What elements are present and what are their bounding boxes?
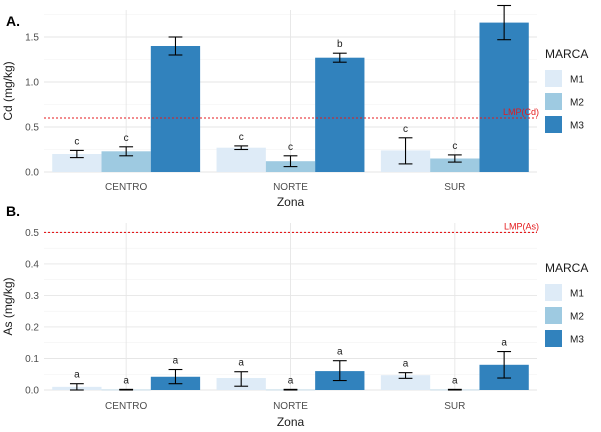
y-tick-label: 0.5 xyxy=(25,123,39,134)
bar-m1 xyxy=(380,375,431,390)
significance-letter: a xyxy=(452,375,458,386)
reference-line-label: LMP(Cd) xyxy=(503,107,539,117)
bar-m1 xyxy=(216,147,266,172)
legend-label: M3 xyxy=(570,335,584,346)
legend-label: M1 xyxy=(570,75,584,86)
legend-label: M2 xyxy=(570,98,584,109)
significance-letter: c xyxy=(288,142,293,153)
x-tick-label: SUR xyxy=(444,401,465,412)
bar-m1 xyxy=(52,154,102,172)
significance-letter: b xyxy=(337,39,343,50)
x-tick-label: CENTRO xyxy=(105,182,147,193)
y-tick-label: 0.0 xyxy=(25,386,39,397)
y-tick-label: 0.4 xyxy=(25,259,39,270)
significance-letter: c xyxy=(403,124,408,135)
legend-title: MARCA xyxy=(545,47,588,61)
bar-m3 xyxy=(150,46,201,172)
significance-letter: a xyxy=(123,375,129,386)
panel-label: B. xyxy=(6,203,20,219)
reference-line-label: LMP(As) xyxy=(504,221,539,231)
y-tick-label: 0.5 xyxy=(25,228,39,239)
x-tick-label: NORTE xyxy=(273,182,308,193)
legend-key-m2 xyxy=(545,307,562,324)
significance-letter: a xyxy=(403,359,409,370)
significance-letter: c xyxy=(452,141,457,152)
significance-letter: c xyxy=(74,136,79,147)
bar-m2 xyxy=(101,151,151,172)
significance-letter: a xyxy=(501,338,507,349)
y-axis-title: Cd (mg/kg) xyxy=(1,61,15,120)
bar-m3 xyxy=(479,22,529,172)
bar-m2 xyxy=(430,158,480,172)
x-axis-title: Zona xyxy=(277,415,305,429)
x-axis-title: Zona xyxy=(277,195,305,209)
y-tick-label: 0.1 xyxy=(25,354,39,365)
x-tick-label: SUR xyxy=(444,182,465,193)
significance-letter: c xyxy=(124,133,129,144)
legend-key-m2 xyxy=(545,93,562,110)
significance-letter: c xyxy=(239,132,244,143)
legend-key-m1 xyxy=(545,70,562,87)
significance-letter: a xyxy=(501,0,507,3)
x-tick-label: CENTRO xyxy=(105,401,147,412)
y-tick-label: 1.0 xyxy=(25,78,39,89)
legend-key-m3 xyxy=(545,330,562,347)
bar-m3 xyxy=(315,57,365,173)
y-axis-title: As (mg/kg) xyxy=(1,277,15,335)
x-tick-label: NORTE xyxy=(273,401,308,412)
significance-letter: a xyxy=(288,375,294,386)
y-tick-label: 0.0 xyxy=(25,168,39,179)
significance-letter: a xyxy=(337,347,343,358)
y-tick-label: 0.3 xyxy=(25,291,39,302)
legend-label: M1 xyxy=(570,289,584,300)
legend-key-m1 xyxy=(545,284,562,301)
significance-letter: a xyxy=(173,356,179,367)
significance-letter: a xyxy=(74,370,80,381)
significance-letter: a xyxy=(238,358,244,369)
panel-label: A. xyxy=(6,13,20,29)
legend-label: M2 xyxy=(570,312,584,323)
y-tick-label: 0.2 xyxy=(25,322,39,333)
legend-label: M3 xyxy=(570,121,584,132)
y-tick-label: 1.5 xyxy=(25,33,39,44)
legend-title: MARCA xyxy=(545,261,588,275)
legend-key-m3 xyxy=(545,116,562,133)
